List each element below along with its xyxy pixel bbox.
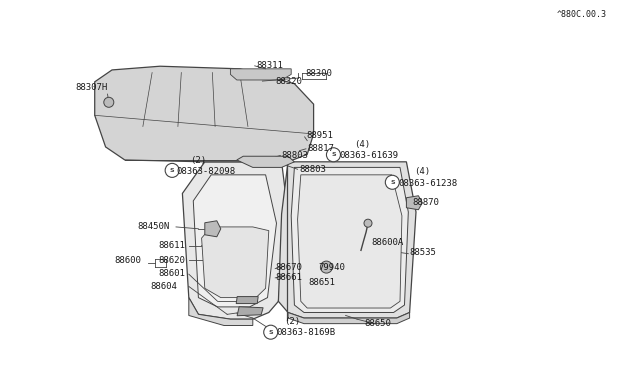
Text: (4): (4) [354,140,370,149]
Text: 88320: 88320 [275,77,302,86]
Polygon shape [202,227,269,298]
Polygon shape [237,156,294,167]
Polygon shape [291,167,408,312]
Text: 88450N: 88450N [138,222,170,231]
Text: S: S [331,152,336,157]
Text: S: S [390,180,395,185]
Text: 08363-82098: 08363-82098 [176,167,235,176]
Text: ^880C.00.3: ^880C.00.3 [557,10,607,19]
Text: 08363-8169B: 08363-8169B [276,328,335,337]
Polygon shape [193,175,276,307]
Polygon shape [95,66,314,162]
Text: 88870: 88870 [413,198,440,207]
Text: 88803: 88803 [300,165,326,174]
Text: 79940: 79940 [319,263,346,272]
Circle shape [321,261,332,273]
Circle shape [364,219,372,227]
Text: 88600: 88600 [114,256,141,265]
Text: 88611: 88611 [159,241,186,250]
Text: (2): (2) [284,317,300,326]
Polygon shape [237,307,263,316]
Polygon shape [288,312,410,324]
Circle shape [104,97,114,107]
Polygon shape [230,69,291,80]
Polygon shape [298,175,402,308]
Text: 88620: 88620 [159,256,186,265]
Polygon shape [182,162,288,319]
Text: 88651: 88651 [308,278,335,287]
Polygon shape [406,196,422,210]
Text: S: S [170,168,175,173]
Text: S: S [268,330,273,335]
Text: 08363-61639: 08363-61639 [339,151,398,160]
Text: 88604: 88604 [150,282,177,291]
Text: 08363-61238: 08363-61238 [398,179,457,187]
Polygon shape [236,296,258,304]
Text: 88300: 88300 [305,69,332,78]
Text: 88311: 88311 [256,61,283,70]
Text: 88535: 88535 [410,248,436,257]
Text: 88601: 88601 [159,269,186,278]
Circle shape [385,175,399,189]
Text: 88600A: 88600A [371,238,403,247]
Circle shape [326,148,340,162]
Text: 88661: 88661 [275,273,302,282]
Text: 88817: 88817 [307,144,334,153]
Text: 88803: 88803 [282,151,308,160]
Polygon shape [278,162,416,318]
Polygon shape [205,221,221,237]
Polygon shape [189,298,253,326]
Text: (2): (2) [190,156,206,165]
Text: 88307H: 88307H [76,83,108,92]
Text: 88670: 88670 [275,263,302,272]
Circle shape [264,325,278,339]
Text: 88951: 88951 [306,131,333,140]
Text: 88650: 88650 [365,319,392,328]
Circle shape [165,163,179,177]
Text: (4): (4) [414,167,430,176]
